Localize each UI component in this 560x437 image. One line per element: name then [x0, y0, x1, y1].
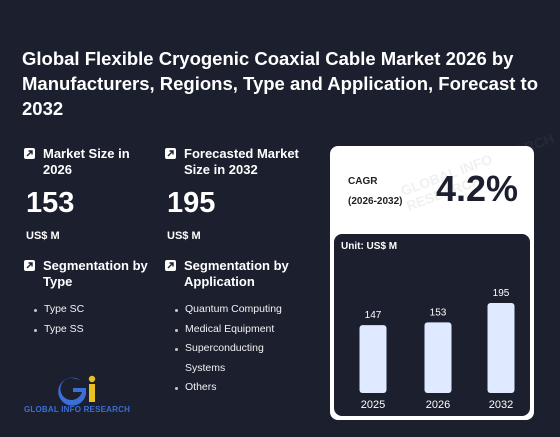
company-logo: GLOBAL INFO RESEARCH — [24, 374, 144, 418]
trend-arrow-icon — [165, 148, 176, 159]
category-label: 2032 — [489, 399, 513, 411]
segmentation-application: Segmentation by Application Quantum Comp… — [165, 258, 315, 398]
list-item: Medical Equipment — [175, 320, 315, 340]
page-title: Global Flexible Cryogenic Coaxial Cable … — [22, 48, 539, 119]
cagr-title: CAGR — [348, 176, 378, 187]
trend-arrow-icon — [24, 148, 35, 159]
cagr-value: 4.2% — [435, 168, 518, 209]
list-item: Type SS — [34, 320, 154, 340]
forecast-size-unit: US$ M — [167, 230, 201, 242]
forecast-size-label: Forecasted Market Size in 2032 — [184, 146, 299, 177]
type-list: Type SC Type SS — [24, 300, 154, 339]
list-item: Type SC — [34, 300, 154, 320]
category-label: 2025 — [361, 399, 385, 411]
cagr-period: (2026-2032) — [348, 196, 403, 207]
bar-2025 — [359, 325, 387, 393]
logo-text: GLOBAL INFO RESEARCH — [24, 405, 131, 414]
list-item: Others — [175, 378, 315, 398]
list-item: Superconducting Systems — [175, 339, 285, 378]
market-size-unit: US$ M — [26, 230, 60, 242]
bar-value-label: 147 — [365, 310, 382, 321]
market-size-stat: Market Size in 2026 153 US$ M — [24, 146, 154, 242]
list-item: Quantum Computing — [175, 300, 315, 320]
bar-value-label: 153 — [430, 307, 447, 318]
application-list: Quantum Computing Medical Equipment Supe… — [165, 300, 315, 398]
bar-2026 — [424, 322, 452, 393]
segmentation-type-label: Segmentation by Type — [43, 258, 148, 289]
segmentation-type: Segmentation by Type Type SC Type SS — [24, 258, 154, 339]
bar-chart-svg: 147 2025 153 2026 195 2032 — [359, 288, 515, 411]
trend-arrow-icon — [24, 260, 35, 271]
category-label: 2026 — [426, 399, 450, 411]
chart-unit-label: Unit: US$ M — [341, 241, 398, 252]
market-bar-chart: Unit: US$ M 147 2025 153 2026 195 2032 — [334, 234, 530, 416]
market-size-value: 153 — [26, 187, 75, 219]
forecast-size-stat: Forecasted Market Size in 2032 195 US$ M — [165, 146, 315, 242]
segmentation-application-label: Segmentation by Application — [184, 258, 289, 289]
trend-arrow-icon — [165, 260, 176, 271]
cagr-label: CAGR (2026-2032) — [348, 172, 402, 212]
forecast-size-value: 195 — [167, 187, 216, 219]
bar-2032 — [487, 303, 515, 393]
cagr-card: GLOBAL INFO RESEARCH CAGR (2026-2032) 4.… — [330, 146, 534, 420]
market-size-label: Market Size in 2026 — [43, 146, 130, 177]
bar-value-label: 195 — [493, 288, 510, 299]
logo-mark-icon — [58, 375, 96, 406]
